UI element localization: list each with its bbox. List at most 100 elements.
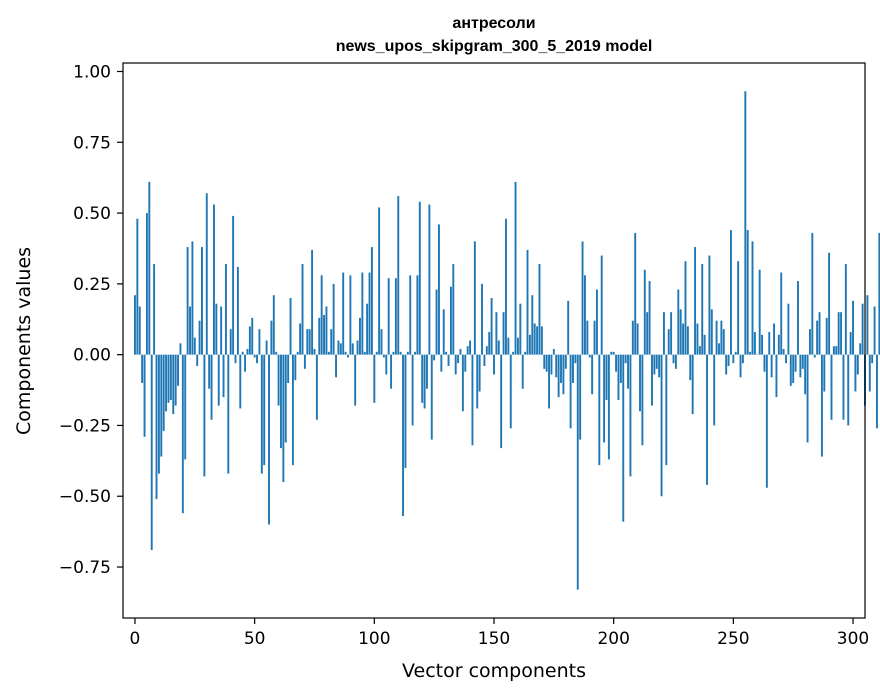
bar-component-74 [311, 249, 314, 355]
y-tick-label: 0.00 [73, 346, 111, 366]
bar-component-207 [629, 354, 632, 477]
bar-component-51 [256, 354, 258, 364]
bar-component-191 [591, 354, 594, 395]
bar-component-276 [794, 354, 797, 372]
bar-component-290 [828, 252, 831, 355]
bar-component-236 [698, 346, 701, 355]
bar-component-121 [423, 354, 426, 409]
y-axis-label: Components values [13, 247, 35, 435]
bar-component-198 [607, 354, 610, 460]
x-tick-label: 150 [478, 629, 510, 649]
bar-component-147 [485, 346, 488, 355]
x-tick-label: 50 [244, 629, 266, 649]
bar-component-15 [169, 354, 172, 400]
bar-component-234 [694, 247, 697, 355]
bar-component-269 [777, 334, 780, 355]
bar-component-25 [193, 337, 196, 355]
bar-component-127 [437, 224, 440, 355]
bar-component-132 [449, 286, 452, 355]
bar-component-227 [677, 289, 680, 355]
y-axis-ticks: −0.75 −0.50 −0.25 0.00 0.25 0.50 0.75 1.00 [59, 62, 123, 578]
bar-component-184 [574, 354, 577, 364]
bar-component-202 [617, 354, 620, 400]
bar-component-166 [531, 295, 534, 355]
bar-component-61 [280, 354, 282, 449]
bar-component-226 [674, 354, 677, 369]
bar-component-167 [533, 323, 536, 355]
bars-group [134, 91, 880, 590]
bar-component-111 [399, 351, 402, 355]
bar-component-118 [416, 275, 419, 355]
bar-component-244 [718, 343, 720, 355]
chart-subtitle: news_upos_skipgram_300_5_2019 model [336, 38, 653, 55]
bar-component-10 [157, 354, 160, 474]
bar-component-87 [342, 272, 345, 355]
bar-component-183 [572, 354, 574, 383]
bar-component-195 [600, 255, 603, 355]
bar-component-110 [397, 196, 400, 355]
bar-component-31 [208, 354, 211, 389]
bar-component-303 [859, 343, 862, 355]
bar-component-237 [701, 264, 704, 355]
bar-component-16 [172, 354, 175, 415]
bar-component-57 [270, 320, 273, 355]
bar-component-229 [682, 323, 685, 355]
bar-component-215 [648, 281, 651, 355]
bar-component-108 [392, 351, 395, 355]
bar-component-71 [303, 354, 306, 369]
bar-component-176 [555, 354, 558, 378]
bar-component-89 [347, 354, 349, 358]
bar-component-284 [813, 354, 816, 358]
bar-component-217 [653, 354, 656, 375]
bar-component-259 [753, 332, 756, 355]
bar-component-21 [184, 354, 187, 460]
bar-component-181 [567, 300, 570, 355]
bar-component-101 [375, 351, 378, 355]
bar-component-35 [217, 354, 220, 406]
bar-component-4 [143, 354, 146, 437]
bar-component-288 [823, 354, 826, 392]
bar-component-268 [775, 354, 778, 398]
bar-component-165 [528, 334, 531, 355]
bar-component-45 [241, 351, 244, 355]
bar-component-52 [258, 329, 261, 355]
bar-component-94 [359, 317, 361, 355]
bar-component-158 [512, 351, 515, 355]
chart-title: антресоли [452, 15, 535, 32]
bar-component-148 [488, 332, 491, 355]
x-tick-label: 200 [597, 629, 629, 649]
bar-component-43 [236, 266, 239, 355]
bar-component-19 [179, 343, 182, 355]
bar-component-98 [368, 272, 371, 355]
bar-component-250 [732, 354, 735, 364]
bar-component-64 [287, 354, 290, 383]
bar-component-156 [507, 337, 510, 355]
bar-component-95 [361, 272, 364, 355]
bar-component-67 [294, 354, 297, 381]
bar-component-300 [852, 300, 854, 355]
bar-component-124 [430, 354, 433, 440]
bar-component-12 [162, 354, 165, 432]
bar-component-272 [785, 354, 787, 364]
bar-component-41 [232, 215, 235, 355]
bar-component-93 [356, 340, 359, 355]
bar-component-224 [670, 312, 673, 355]
bar-component-107 [390, 354, 393, 389]
bar-component-37 [222, 354, 225, 398]
bar-component-18 [177, 354, 179, 386]
bar-component-56 [268, 354, 270, 525]
bar-component-48 [248, 326, 251, 355]
bar-component-285 [816, 320, 819, 355]
bar-component-280 [804, 354, 807, 395]
bar-component-261 [758, 269, 761, 355]
y-tick-label: 0.75 [73, 133, 111, 153]
bar-component-208 [631, 320, 634, 355]
bar-component-40 [229, 329, 232, 355]
bar-component-247 [725, 354, 728, 375]
bar-component-281 [806, 354, 809, 443]
bar-component-299 [849, 332, 852, 355]
bar-component-293 [835, 346, 838, 355]
bar-component-92 [354, 354, 357, 406]
bar-component-138 [464, 354, 467, 372]
bar-component-5 [145, 213, 148, 355]
